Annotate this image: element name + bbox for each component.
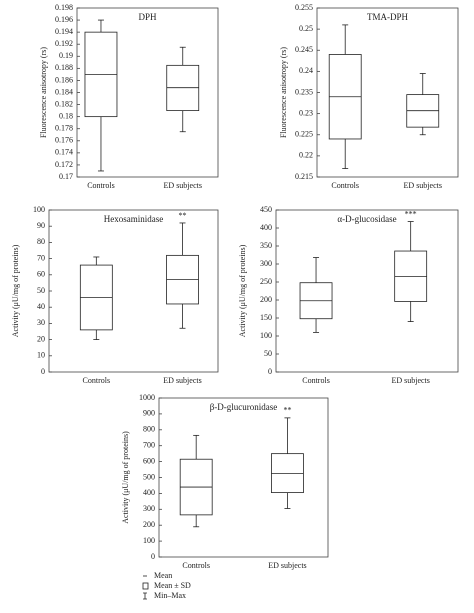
y-tick-label: 200 [260,295,272,304]
y-axis-label: Activity (μU/mg of proteins) [238,244,247,337]
x-tick-label: ED subjects [391,376,429,385]
x-tick-label: ED subjects [268,561,306,570]
y-tick-label: 50 [264,349,272,358]
x-tick-label: Controls [302,376,330,385]
y-tick-label: 900 [143,409,155,418]
y-tick-label: 100 [143,536,155,545]
x-tick-label: ED subjects [163,376,201,385]
x-tick-label: Controls [182,561,210,570]
y-tick-label: 0.24 [299,66,313,75]
y-tick-label: 300 [260,259,272,268]
y-tick-label: 0.17 [59,172,73,181]
y-tick-label: 0.186 [55,75,73,84]
y-tick-label: 0.182 [55,99,73,108]
y-tick-label: 1000 [139,393,155,402]
y-tick-label: 250 [260,277,272,286]
y-tick-label: 0 [151,552,155,561]
y-tick-label: 200 [143,520,155,529]
legend-range-icon [143,592,147,600]
chart-title: DPH [138,12,157,22]
chart-title: Hexosaminidase [104,214,163,224]
x-tick-label: ED subjects [404,181,442,190]
y-tick-label: 0.178 [55,124,73,133]
legend-label: Mean [154,571,172,580]
chart-title: β-D-glucuronidase [210,402,278,412]
chart-title: α-D-glucosidase [337,214,396,224]
y-tick-label: 150 [260,313,272,322]
y-tick-label: 600 [143,456,155,465]
legend-label: Min–Max [154,591,186,600]
y-tick-label: 0.198 [55,3,73,12]
x-tick-label: ED subjects [164,181,202,190]
y-tick-label: 700 [143,441,155,450]
y-tick-label: 800 [143,425,155,434]
y-tick-label: 0.225 [295,130,313,139]
y-tick-label: 0.196 [55,15,73,24]
y-tick-label: 0.235 [295,87,313,96]
y-tick-label: 300 [143,504,155,513]
y-tick-label: 0.184 [55,87,73,96]
legend-label: Mean ± SD [154,581,191,590]
y-axis-label: Fluorescence anisotropy (rs) [279,47,288,138]
y-tick-label: 0.172 [55,160,73,169]
y-tick-label: 30 [37,318,45,327]
y-tick-label: 0 [41,367,45,376]
y-tick-label: 0.188 [55,63,73,72]
y-tick-label: 350 [260,241,272,250]
y-tick-label: 400 [143,488,155,497]
y-tick-label: 0.18 [59,111,73,120]
y-axis-label: Activity (μU/mg of proteins) [121,431,130,524]
y-tick-label: 0.176 [55,136,73,145]
y-tick-label: 0.215 [295,172,313,181]
significance: *** [405,209,417,218]
y-tick-label: 20 [37,334,45,343]
y-tick-label: 0.22 [299,151,313,160]
y-axis-label: Activity (μU/mg of proteins) [11,244,20,337]
y-tick-label: 10 [37,351,45,360]
y-tick-label: 400 [260,223,272,232]
y-tick-label: 0.255 [295,3,313,12]
x-tick-label: Controls [83,376,111,385]
significance: ** [283,406,291,415]
x-tick-label: Controls [331,181,359,190]
y-tick-label: 40 [37,302,45,311]
plot-frame [275,209,459,373]
y-axis-label: Fluorescence anisotropy (rs) [39,47,48,138]
y-tick-label: 100 [33,205,45,214]
y-tick-label: 0.174 [55,148,73,157]
y-tick-label: 0.194 [55,27,73,36]
y-tick-label: 70 [37,253,45,262]
x-tick-label: Controls [87,181,115,190]
significance: ** [179,211,187,220]
y-tick-label: 80 [37,237,45,246]
y-tick-label: 90 [37,221,45,230]
y-tick-label: 0 [268,367,272,376]
y-tick-label: 500 [143,472,155,481]
y-tick-label: 50 [37,286,45,295]
legend-sd-icon [142,582,149,590]
chart-title: TMA-DPH [367,12,409,22]
y-tick-label: 0.23 [299,108,313,117]
y-tick-label: 0.245 [295,45,313,54]
y-tick-label: 0.25 [299,24,313,33]
y-tick-label: 0.19 [59,51,73,60]
y-tick-label: 0.192 [55,39,73,48]
y-tick-label: 60 [37,270,45,279]
y-tick-label: 450 [260,205,272,214]
y-tick-label: 100 [260,331,272,340]
